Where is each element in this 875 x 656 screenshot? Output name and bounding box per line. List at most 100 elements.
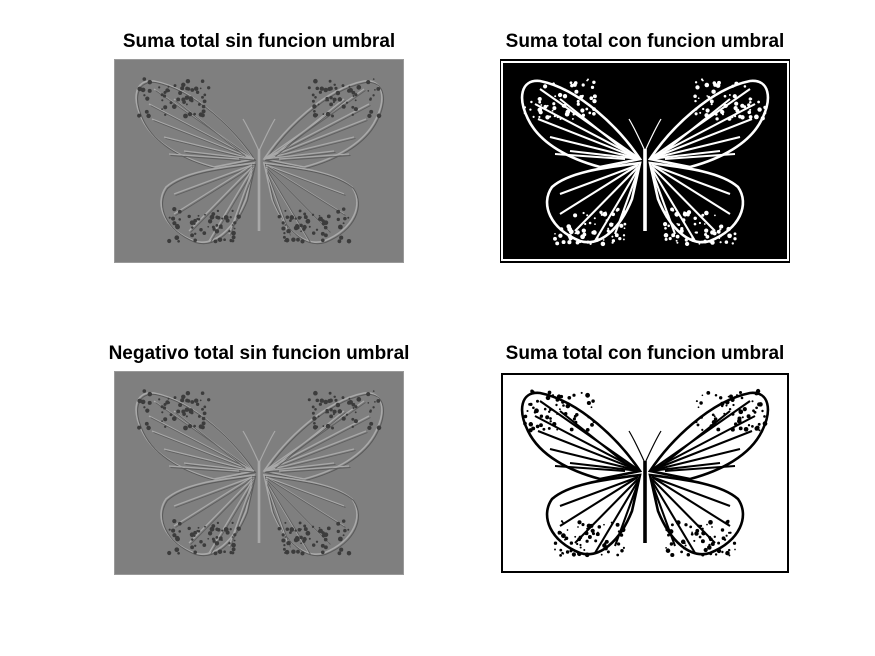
wing-speckle: [592, 230, 597, 235]
wing-outline: [520, 391, 643, 481]
wing-speckle: [299, 535, 303, 540]
wing-speckle: [593, 217, 596, 220]
wing-speckle: [284, 536, 287, 538]
wing-speckle: [588, 111, 592, 115]
wing-speckle: [599, 210, 603, 214]
wing-speckle: [315, 398, 320, 403]
wing-speckle: [701, 527, 704, 530]
wing-speckle: [277, 527, 281, 531]
wing-vein: [559, 476, 639, 507]
wing-speckle: [174, 235, 180, 241]
wing-speckle: [529, 402, 533, 407]
wing-vein: [651, 480, 696, 554]
wing-speckle: [308, 537, 311, 540]
wing-vein: [651, 170, 676, 235]
wing-vein: [574, 166, 639, 232]
wing-speckle: [326, 526, 331, 531]
wing-speckle: [728, 554, 731, 557]
wing-speckle: [710, 103, 713, 106]
wing-vein-shadow: [175, 166, 254, 196]
wing-speckle: [328, 391, 332, 395]
image-border-frame: [501, 61, 789, 261]
wing-speckle: [354, 99, 357, 102]
wing-speckle: [284, 209, 287, 212]
wing-speckle: [559, 554, 562, 557]
wing-speckle: [570, 83, 574, 88]
wing-speckle: [526, 117, 529, 120]
wing-speckle: [332, 409, 337, 414]
wing-vein: [649, 149, 721, 161]
wing-vein: [559, 410, 631, 468]
wing-speckle: [210, 215, 214, 219]
wing-speckle: [748, 115, 753, 119]
wing-speckle: [305, 530, 311, 536]
wing-speckle: [719, 396, 723, 400]
wing-speckle: [682, 211, 688, 217]
wing-vein-shadow: [175, 100, 246, 157]
wing-speckle: [341, 396, 345, 400]
wing-speckle: [144, 421, 149, 426]
wing-speckle: [553, 114, 557, 118]
wing-speckle: [622, 546, 625, 549]
wing-speckle: [311, 411, 315, 415]
wing-speckle: [532, 406, 535, 410]
wing-vein: [173, 164, 253, 215]
wing-speckle: [187, 526, 191, 531]
wing-vein: [559, 476, 639, 527]
wing-speckle: [606, 229, 610, 233]
wing-speckle: [338, 536, 343, 542]
wing-speckle: [677, 223, 681, 227]
wing-speckle: [372, 94, 375, 97]
wing-speckle: [228, 542, 231, 545]
wing-speckle: [188, 408, 194, 413]
butterfly-antenna: [628, 118, 646, 152]
wing-speckle: [199, 228, 203, 232]
wing-vein: [265, 482, 290, 547]
wing-speckle: [336, 529, 340, 534]
butterfly-image-gray-negative: [114, 371, 404, 575]
wing-speckle: [690, 237, 695, 242]
wing-speckle: [183, 113, 188, 119]
wing-vein: [263, 136, 355, 160]
wing-speckle: [215, 527, 219, 532]
wing-speckle: [337, 239, 342, 244]
wing-speckle: [215, 536, 219, 539]
wing-speckle: [281, 226, 286, 231]
wing-speckle: [376, 86, 381, 91]
wing-vein: [265, 164, 345, 215]
wing-vein-shadow: [275, 412, 346, 469]
wing-speckle: [713, 535, 716, 538]
wing-speckle: [559, 548, 563, 552]
wing-speckle: [142, 77, 147, 81]
wing-speckle: [176, 409, 181, 414]
wing-speckle: [704, 210, 709, 216]
wing-speckle: [143, 94, 146, 97]
wing-speckle: [725, 404, 728, 407]
wing-speckle: [716, 548, 722, 554]
wing-vein-shadow: [170, 155, 241, 161]
wing-speckle: [526, 409, 529, 413]
wing-speckle: [566, 402, 570, 406]
wing-speckle: [147, 79, 153, 85]
wing-speckle: [196, 217, 199, 220]
wing-speckle: [684, 523, 688, 527]
wing-speckle: [372, 78, 375, 80]
wing-vein: [559, 164, 639, 195]
wing-speckle: [323, 537, 328, 542]
wing-vein: [649, 135, 741, 161]
wing-outline: [160, 474, 256, 555]
wing-speckle: [143, 406, 146, 409]
wing-speckle: [311, 99, 315, 103]
wing-speckle: [561, 521, 564, 523]
wing-speckle: [339, 547, 344, 552]
wing-speckle: [176, 97, 181, 102]
wing-speckle: [704, 113, 709, 118]
wing-speckle: [162, 406, 167, 410]
wing-speckle: [161, 99, 164, 102]
wing-speckle: [323, 87, 328, 93]
panel-title-top-left: Suma total sin funcion umbral: [122, 31, 396, 52]
wing-speckle: [567, 240, 572, 245]
wing-speckle: [214, 229, 220, 234]
wing-speckle: [616, 553, 620, 557]
wing-speckle: [547, 410, 551, 414]
